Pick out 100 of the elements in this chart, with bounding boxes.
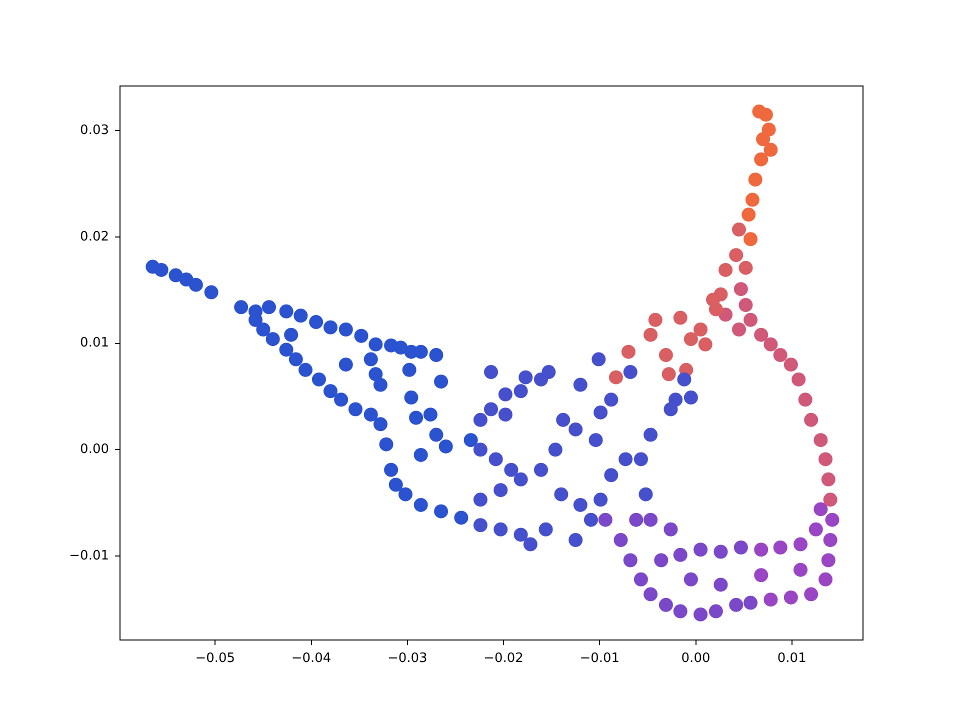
point: [798, 392, 812, 407]
x-tick-label: 0.00: [681, 651, 710, 666]
point: [548, 442, 562, 457]
point: [814, 433, 828, 448]
y-tick-label: 0.00: [80, 442, 109, 458]
point: [154, 262, 168, 277]
point: [644, 328, 658, 342]
y-tick-label: 0.02: [80, 229, 109, 244]
point: [744, 312, 758, 327]
point: [434, 374, 448, 389]
point: [754, 542, 768, 557]
point: [454, 510, 468, 525]
point: [573, 378, 588, 392]
point: [373, 378, 388, 392]
point: [648, 312, 662, 327]
point: [398, 487, 412, 502]
point: [742, 208, 756, 222]
point: [473, 442, 488, 457]
point: [638, 487, 653, 502]
point: [592, 352, 606, 366]
point: [368, 367, 383, 382]
point: [718, 262, 733, 277]
point: [754, 152, 768, 166]
point: [584, 512, 598, 527]
point: [324, 384, 338, 398]
point: [629, 512, 644, 527]
point: [312, 372, 326, 386]
point: [324, 320, 338, 334]
point: [573, 498, 588, 512]
point: [784, 358, 798, 372]
x-tick-label: −0.02: [484, 651, 524, 666]
point: [658, 598, 673, 612]
point: [804, 587, 818, 602]
point: [298, 362, 313, 377]
point: [752, 104, 766, 119]
point: [732, 322, 746, 337]
point: [504, 462, 518, 477]
point: [706, 292, 720, 307]
point: [364, 408, 378, 422]
point: [498, 408, 512, 422]
x-tick-label: −0.01: [580, 651, 620, 666]
point: [279, 304, 294, 318]
point: [354, 328, 368, 343]
point: [644, 428, 658, 442]
point: [618, 452, 633, 466]
point: [423, 408, 438, 422]
point: [664, 402, 678, 416]
point: [664, 522, 678, 536]
point: [262, 300, 276, 314]
point: [745, 192, 760, 207]
point: [604, 468, 618, 482]
point: [348, 402, 362, 416]
point: [808, 522, 823, 536]
point: [604, 392, 618, 407]
point: [538, 522, 553, 536]
point: [734, 540, 748, 554]
point: [266, 332, 280, 346]
point: [698, 337, 712, 352]
point: [414, 448, 428, 462]
point: [708, 604, 723, 618]
point: [773, 540, 788, 554]
point: [484, 402, 498, 416]
point: [288, 352, 303, 366]
point: [673, 310, 688, 325]
point: [694, 542, 708, 557]
point: [729, 248, 744, 262]
point: [234, 300, 248, 314]
point: [473, 492, 488, 507]
point: [373, 417, 388, 432]
point: [794, 537, 808, 552]
point: [773, 348, 788, 362]
point: [473, 518, 488, 532]
point: [338, 322, 353, 337]
point: [364, 352, 378, 366]
point: [744, 596, 758, 610]
point: [748, 172, 762, 187]
point: [792, 372, 806, 386]
point: [634, 572, 648, 586]
point: [738, 298, 753, 312]
point: [438, 439, 453, 454]
point: [368, 337, 383, 352]
point: [404, 390, 418, 405]
point: [556, 412, 570, 427]
point: [694, 322, 708, 337]
point: [284, 328, 298, 342]
point: [738, 260, 753, 275]
point: [464, 433, 478, 448]
point: [654, 553, 668, 568]
x-tick-label: −0.05: [195, 651, 236, 666]
point: [729, 598, 744, 612]
point: [818, 452, 833, 466]
point: [662, 367, 676, 382]
point: [714, 578, 728, 592]
y-tick-label: 0.03: [80, 123, 109, 138]
point: [684, 390, 698, 405]
point: [434, 504, 448, 518]
point: [621, 344, 636, 359]
point: [644, 587, 658, 602]
point: [309, 315, 324, 330]
point: [608, 370, 623, 384]
